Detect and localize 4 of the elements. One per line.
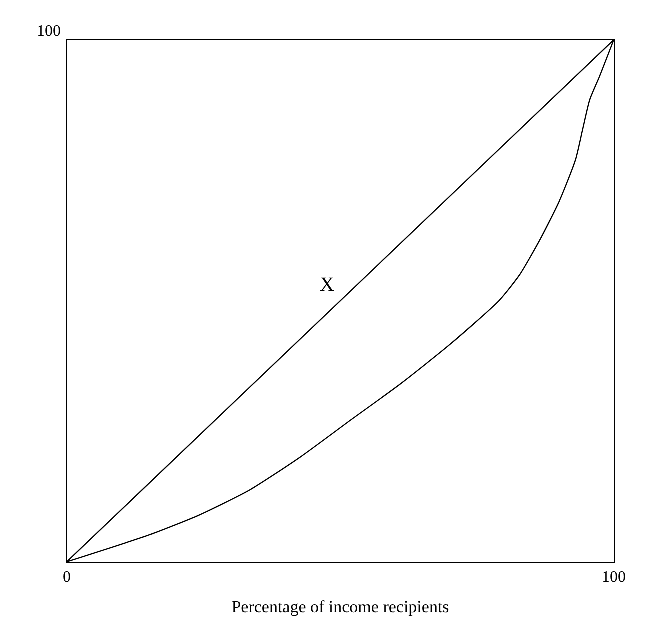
x-axis-title: Percentage of income recipients bbox=[232, 598, 450, 617]
x-tick-label: 0 bbox=[63, 569, 71, 586]
annotation: X bbox=[320, 274, 335, 296]
text: 100 bbox=[37, 23, 61, 40]
